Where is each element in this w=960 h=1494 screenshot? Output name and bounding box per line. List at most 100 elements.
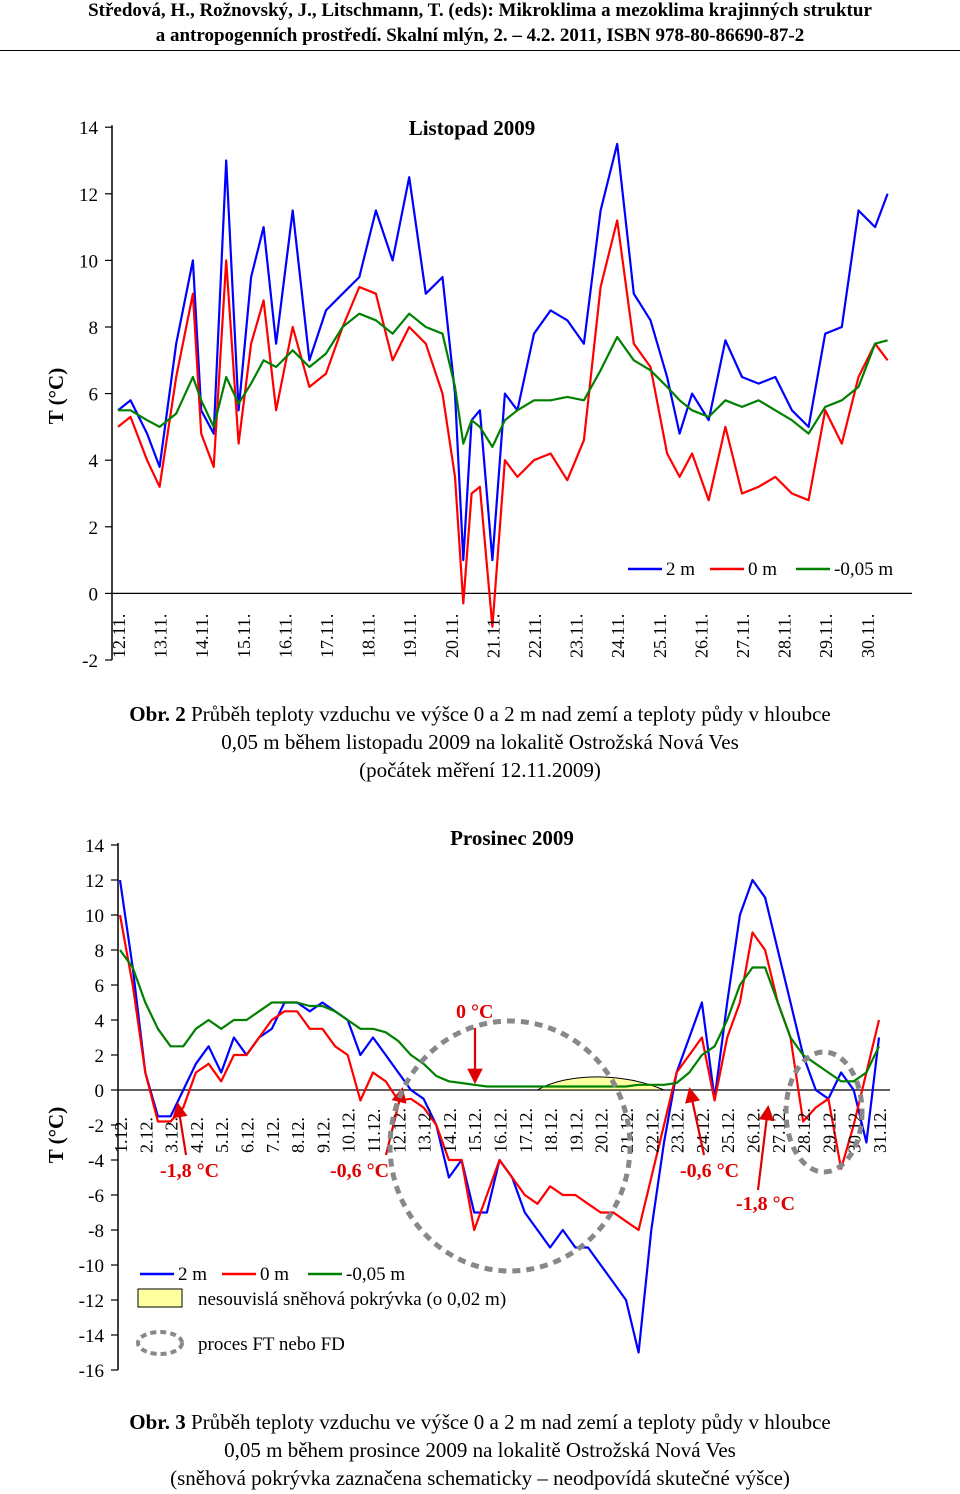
figure-3-caption-line-3: (sněhová pokrývka zaznačena schematicky … <box>170 1466 790 1490</box>
y-tick-label: 12 <box>85 871 104 892</box>
chart-title: Prosinec 2009 <box>450 826 574 850</box>
x-tick-label: 2.12. <box>136 1117 156 1153</box>
x-tick-label: 12.11. <box>109 614 129 658</box>
x-tick-label: 11.12. <box>364 1109 384 1153</box>
y-tick-label: 14 <box>85 836 105 857</box>
annotation-arrow <box>172 1101 188 1156</box>
series-line-2 <box>118 312 888 448</box>
legend-label: -0,05 m <box>834 559 893 580</box>
legend-snow-label: nesouvislá sněhová pokrývka (o 0,02 m) <box>198 1289 506 1310</box>
x-tick-label: 21.12. <box>617 1108 637 1153</box>
figure-2-caption-line-3: (počátek měření 12.11.2009) <box>359 758 601 782</box>
y-tick-label: -16 <box>79 1361 104 1382</box>
x-tick-label: 8.12. <box>288 1117 308 1153</box>
y-tick-label: 6 <box>95 976 105 997</box>
annotation-arrow <box>756 1104 775 1191</box>
x-tick-label: 14.12. <box>440 1108 460 1153</box>
x-tick-label: 17.12. <box>516 1108 536 1153</box>
figure-2-label: Obr. 2 <box>129 702 186 726</box>
series-line-0 <box>117 142 889 562</box>
header-rule <box>0 50 960 51</box>
y-axis-label: T (°C) <box>44 368 68 424</box>
x-tick-label: 14.11. <box>192 614 212 658</box>
y-tick-label: 2 <box>95 1046 105 1067</box>
x-tick-label: 28.12. <box>794 1108 814 1153</box>
x-tick-label: 18.11. <box>359 614 379 658</box>
figure-3-caption: Obr. 3 Průběh teploty vzduchu ve výšce 0… <box>0 1408 960 1492</box>
x-tick-label: 19.12. <box>566 1108 586 1153</box>
x-tick-label: 18.12. <box>541 1108 561 1153</box>
header-line-1: Středová, H., Rožnovský, J., Litschmann,… <box>88 0 872 21</box>
x-tick-label: 15.12. <box>465 1108 485 1153</box>
x-tick-label: 26.11. <box>691 614 711 658</box>
x-tick-label: 21.11. <box>483 614 503 658</box>
x-tick-label: 26.12. <box>744 1108 764 1153</box>
page-header: Středová, H., Rožnovský, J., Litschmann,… <box>0 0 960 48</box>
figure-2-caption: Obr. 2 Průběh teploty vzduchu ve výšce 0… <box>0 700 960 784</box>
x-tick-label: 16.11. <box>275 614 295 658</box>
x-tick-label: 1.12. <box>111 1117 131 1153</box>
x-tick-label: 25.11. <box>650 614 670 658</box>
x-tick-label: 24.11. <box>608 614 628 658</box>
x-tick-label: 10.12. <box>339 1108 359 1153</box>
legend-label: 0 m <box>748 559 777 580</box>
x-tick-label: 24.12. <box>693 1108 713 1153</box>
snow-cover-area <box>535 1076 665 1091</box>
annotation-label: -0,6 °C <box>330 1160 389 1182</box>
y-tick-label: 0 <box>95 1081 105 1102</box>
x-tick-label: 13.11. <box>151 614 171 658</box>
x-tick-label: 29.12. <box>819 1108 839 1153</box>
x-tick-label: 16.12. <box>491 1108 511 1153</box>
annotation-label: -0,6 °C <box>680 1160 739 1182</box>
y-tick-label: 10 <box>85 906 104 927</box>
figure-3-caption-line-2: 0,05 m během prosince 2009 na lokalitě O… <box>224 1438 736 1462</box>
annotation-label: -1,8 °C <box>736 1193 795 1215</box>
y-tick-label: -4 <box>88 1151 104 1172</box>
y-tick-label: 2 <box>89 518 99 539</box>
x-tick-label: 6.12. <box>238 1117 258 1153</box>
figure-2-caption-line-1: Průběh teploty vzduchu ve výšce 0 a 2 m … <box>185 702 831 726</box>
figure-3-label: Obr. 3 <box>129 1410 186 1434</box>
x-tick-label: 4.12. <box>187 1117 207 1153</box>
series-line-1 <box>117 219 889 628</box>
y-tick-label: -8 <box>88 1221 104 1242</box>
x-tick-label: 28.11. <box>775 614 795 658</box>
y-tick-label: 12 <box>79 185 98 206</box>
x-tick-label: 22.12. <box>642 1108 662 1153</box>
y-axis-label: T (°C) <box>44 1107 68 1163</box>
y-tick-label: -12 <box>79 1291 104 1312</box>
x-tick-label: 30.11. <box>858 614 878 658</box>
y-tick-label: 10 <box>79 251 98 272</box>
y-tick-label: -6 <box>88 1186 104 1207</box>
legend-snow-swatch <box>137 1288 183 1308</box>
x-tick-label: 15.11. <box>234 614 254 658</box>
x-tick-label: 3.12. <box>162 1117 182 1153</box>
x-tick-label: 23.12. <box>668 1108 688 1153</box>
annotation-arrow <box>685 1086 706 1156</box>
y-tick-label: 14 <box>79 118 99 139</box>
x-tick-label: 17.11. <box>317 614 337 658</box>
legend-label: 2 m <box>666 559 695 580</box>
series-line-2 <box>119 949 880 1088</box>
y-tick-label: -2 <box>82 651 98 672</box>
y-tick-label: 4 <box>89 451 99 472</box>
legend-ft-label: proces FT nebo FD <box>198 1334 345 1355</box>
x-tick-label: 20.11. <box>442 614 462 658</box>
chart-title: Listopad 2009 <box>409 116 536 140</box>
y-tick-label: 0 <box>89 584 99 605</box>
x-tick-label: 20.12. <box>592 1108 612 1153</box>
x-tick-label: 23.11. <box>567 614 587 658</box>
x-tick-label: 27.11. <box>733 614 753 658</box>
legend-label: -0,05 m <box>346 1264 405 1285</box>
x-tick-label: 5.12. <box>212 1117 232 1153</box>
y-tick-label: 8 <box>89 318 99 339</box>
x-tick-label: 27.12. <box>769 1108 789 1153</box>
x-tick-label: 29.11. <box>816 614 836 658</box>
ft-fd-circle-large <box>387 1018 633 1274</box>
chart-november: -2 0 2 4 6 8 10 12 14 Listopad 2009 T (°C) 12.11. 13… <box>44 116 912 672</box>
series-line-1 <box>118 914 881 1232</box>
annotation-label: -1,8 °C <box>160 1160 219 1182</box>
x-tick-label: 31.12. <box>870 1108 890 1153</box>
x-tick-label: 7.12. <box>263 1117 283 1153</box>
legend-ft-swatch <box>136 1330 184 1356</box>
